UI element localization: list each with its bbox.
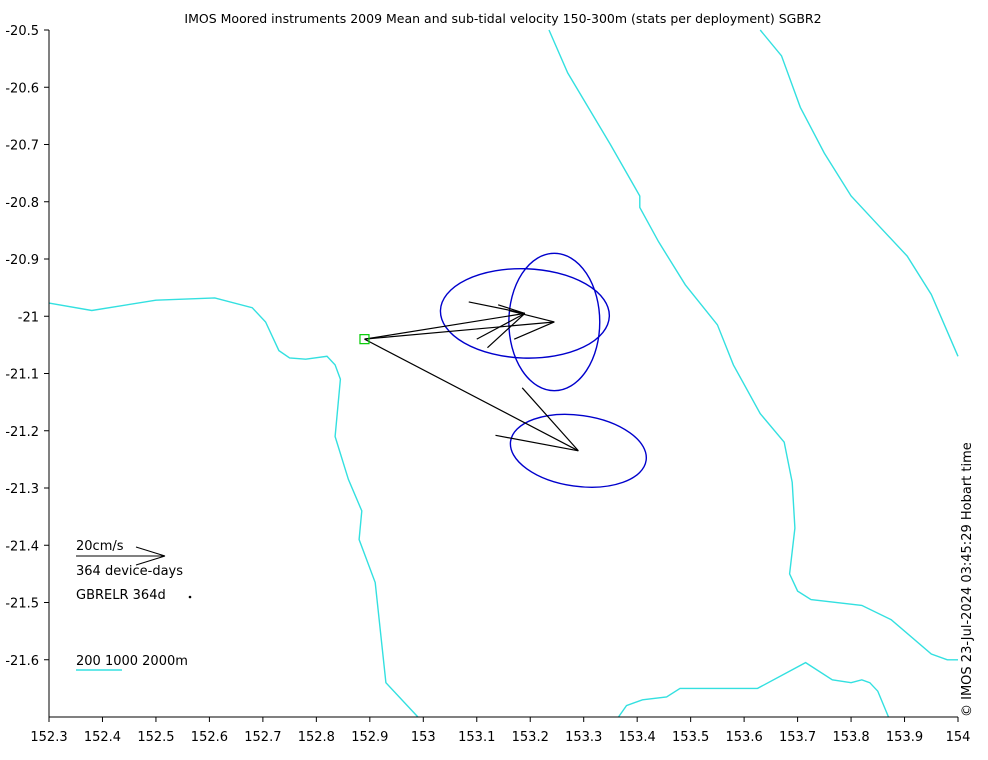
x-tick-label: 152.6 — [191, 730, 228, 745]
y-axis-ticks: -20.5 -20.6 -20.7 -20.8 -20.9 -21 -21.1 -21.2 -2… — [5, 24, 49, 669]
deployment-legend-label: GBRELR 364d — [76, 588, 166, 603]
scale-vector-head-bottom — [135, 555, 166, 566]
mooring-layer — [359, 334, 370, 345]
x-tick-label: 153.4 — [619, 730, 656, 745]
isobath-line — [617, 661, 890, 718]
x-tick-label: 153 — [411, 730, 436, 745]
variance-ellipse — [509, 413, 648, 488]
x-tick-label: 153.2 — [512, 730, 549, 745]
x-tick-label: 153.7 — [779, 730, 816, 745]
mean-velocity-vector — [364, 321, 555, 340]
scale-ellipse-label: 364 device-days — [76, 564, 183, 579]
deployment-legend-marker — [188, 595, 192, 599]
x-tick-label: 152.3 — [30, 730, 67, 745]
scale-vector-head-top — [135, 546, 166, 557]
y-tick-label: -20.9 — [5, 253, 39, 268]
vector-arrowhead — [487, 312, 526, 349]
isobath-line — [759, 29, 959, 357]
vector-arrowhead — [497, 304, 526, 314]
x-tick-label: 152.7 — [244, 730, 281, 745]
x-tick-label: 153.9 — [886, 730, 923, 745]
scale-vector-label: 20cm/s — [76, 539, 124, 554]
y-tick-label: -21 — [18, 310, 39, 325]
y-tick-label: -21.5 — [5, 597, 39, 612]
vector-arrowhead — [508, 309, 555, 323]
y-tick-label: -20.7 — [5, 139, 39, 154]
variance-ellipse — [439, 267, 611, 359]
isobath-legend-label: 200 1000 2000m — [76, 654, 188, 669]
y-tick-label: -20.6 — [5, 81, 39, 96]
vector-arrowhead — [476, 312, 526, 340]
y-tick-label: -21.4 — [5, 539, 39, 554]
y-tick-label: -20.8 — [5, 196, 39, 211]
y-tick-label: -21.6 — [5, 654, 39, 669]
ellipse-layer — [439, 252, 648, 488]
isobath-layer — [48, 29, 959, 718]
chart-title: IMOS Moored instruments 2009 Mean and su… — [184, 11, 821, 26]
vector-arrowhead — [513, 321, 555, 340]
y-tick-label: -21.2 — [5, 425, 39, 440]
plot-area — [48, 29, 959, 718]
vector-arrowhead — [468, 301, 526, 314]
isobath-line — [48, 297, 419, 718]
y-tick-label: -21.3 — [5, 482, 39, 497]
y-tick-label: -21.1 — [5, 368, 39, 383]
isobath-line — [548, 29, 958, 661]
legend: 20cm/s 364 device-days GBRELR 364d 200 1… — [76, 539, 192, 671]
x-tick-label: 152.8 — [298, 730, 335, 745]
x-tick-label: 153.3 — [565, 730, 602, 745]
x-tick-label: 153.1 — [458, 730, 495, 745]
x-tick-label: 152.5 — [137, 730, 174, 745]
mean-velocity-vector — [364, 312, 525, 340]
mooring-marker — [359, 334, 370, 345]
vector-arrowhead — [521, 387, 579, 452]
x-tick-label: 152.9 — [351, 730, 388, 745]
vector-layer — [364, 301, 579, 452]
mean-velocity-vector — [364, 338, 579, 452]
x-tick-label: 153.5 — [672, 730, 709, 745]
x-tick-label: 153.6 — [726, 730, 763, 745]
y-tick-label: -20.5 — [5, 24, 39, 39]
x-tick-label: 152.4 — [84, 730, 121, 745]
vector-arrowhead — [495, 434, 579, 452]
x-tick-label: 153.8 — [832, 730, 869, 745]
credit-text: © IMOS 23-Jul-2024 03:45:29 Hobart time — [960, 442, 975, 717]
x-tick-label: 154 — [946, 730, 971, 745]
x-axis-ticks: 152.3 152.4 152.5 152.6 152.7 152.8 152.9 153 15… — [30, 717, 970, 745]
